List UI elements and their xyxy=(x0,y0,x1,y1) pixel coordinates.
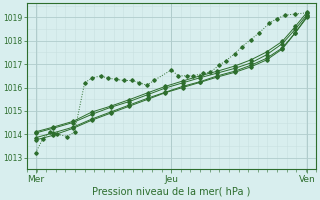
X-axis label: Pression niveau de la mer( hPa ): Pression niveau de la mer( hPa ) xyxy=(92,187,251,197)
